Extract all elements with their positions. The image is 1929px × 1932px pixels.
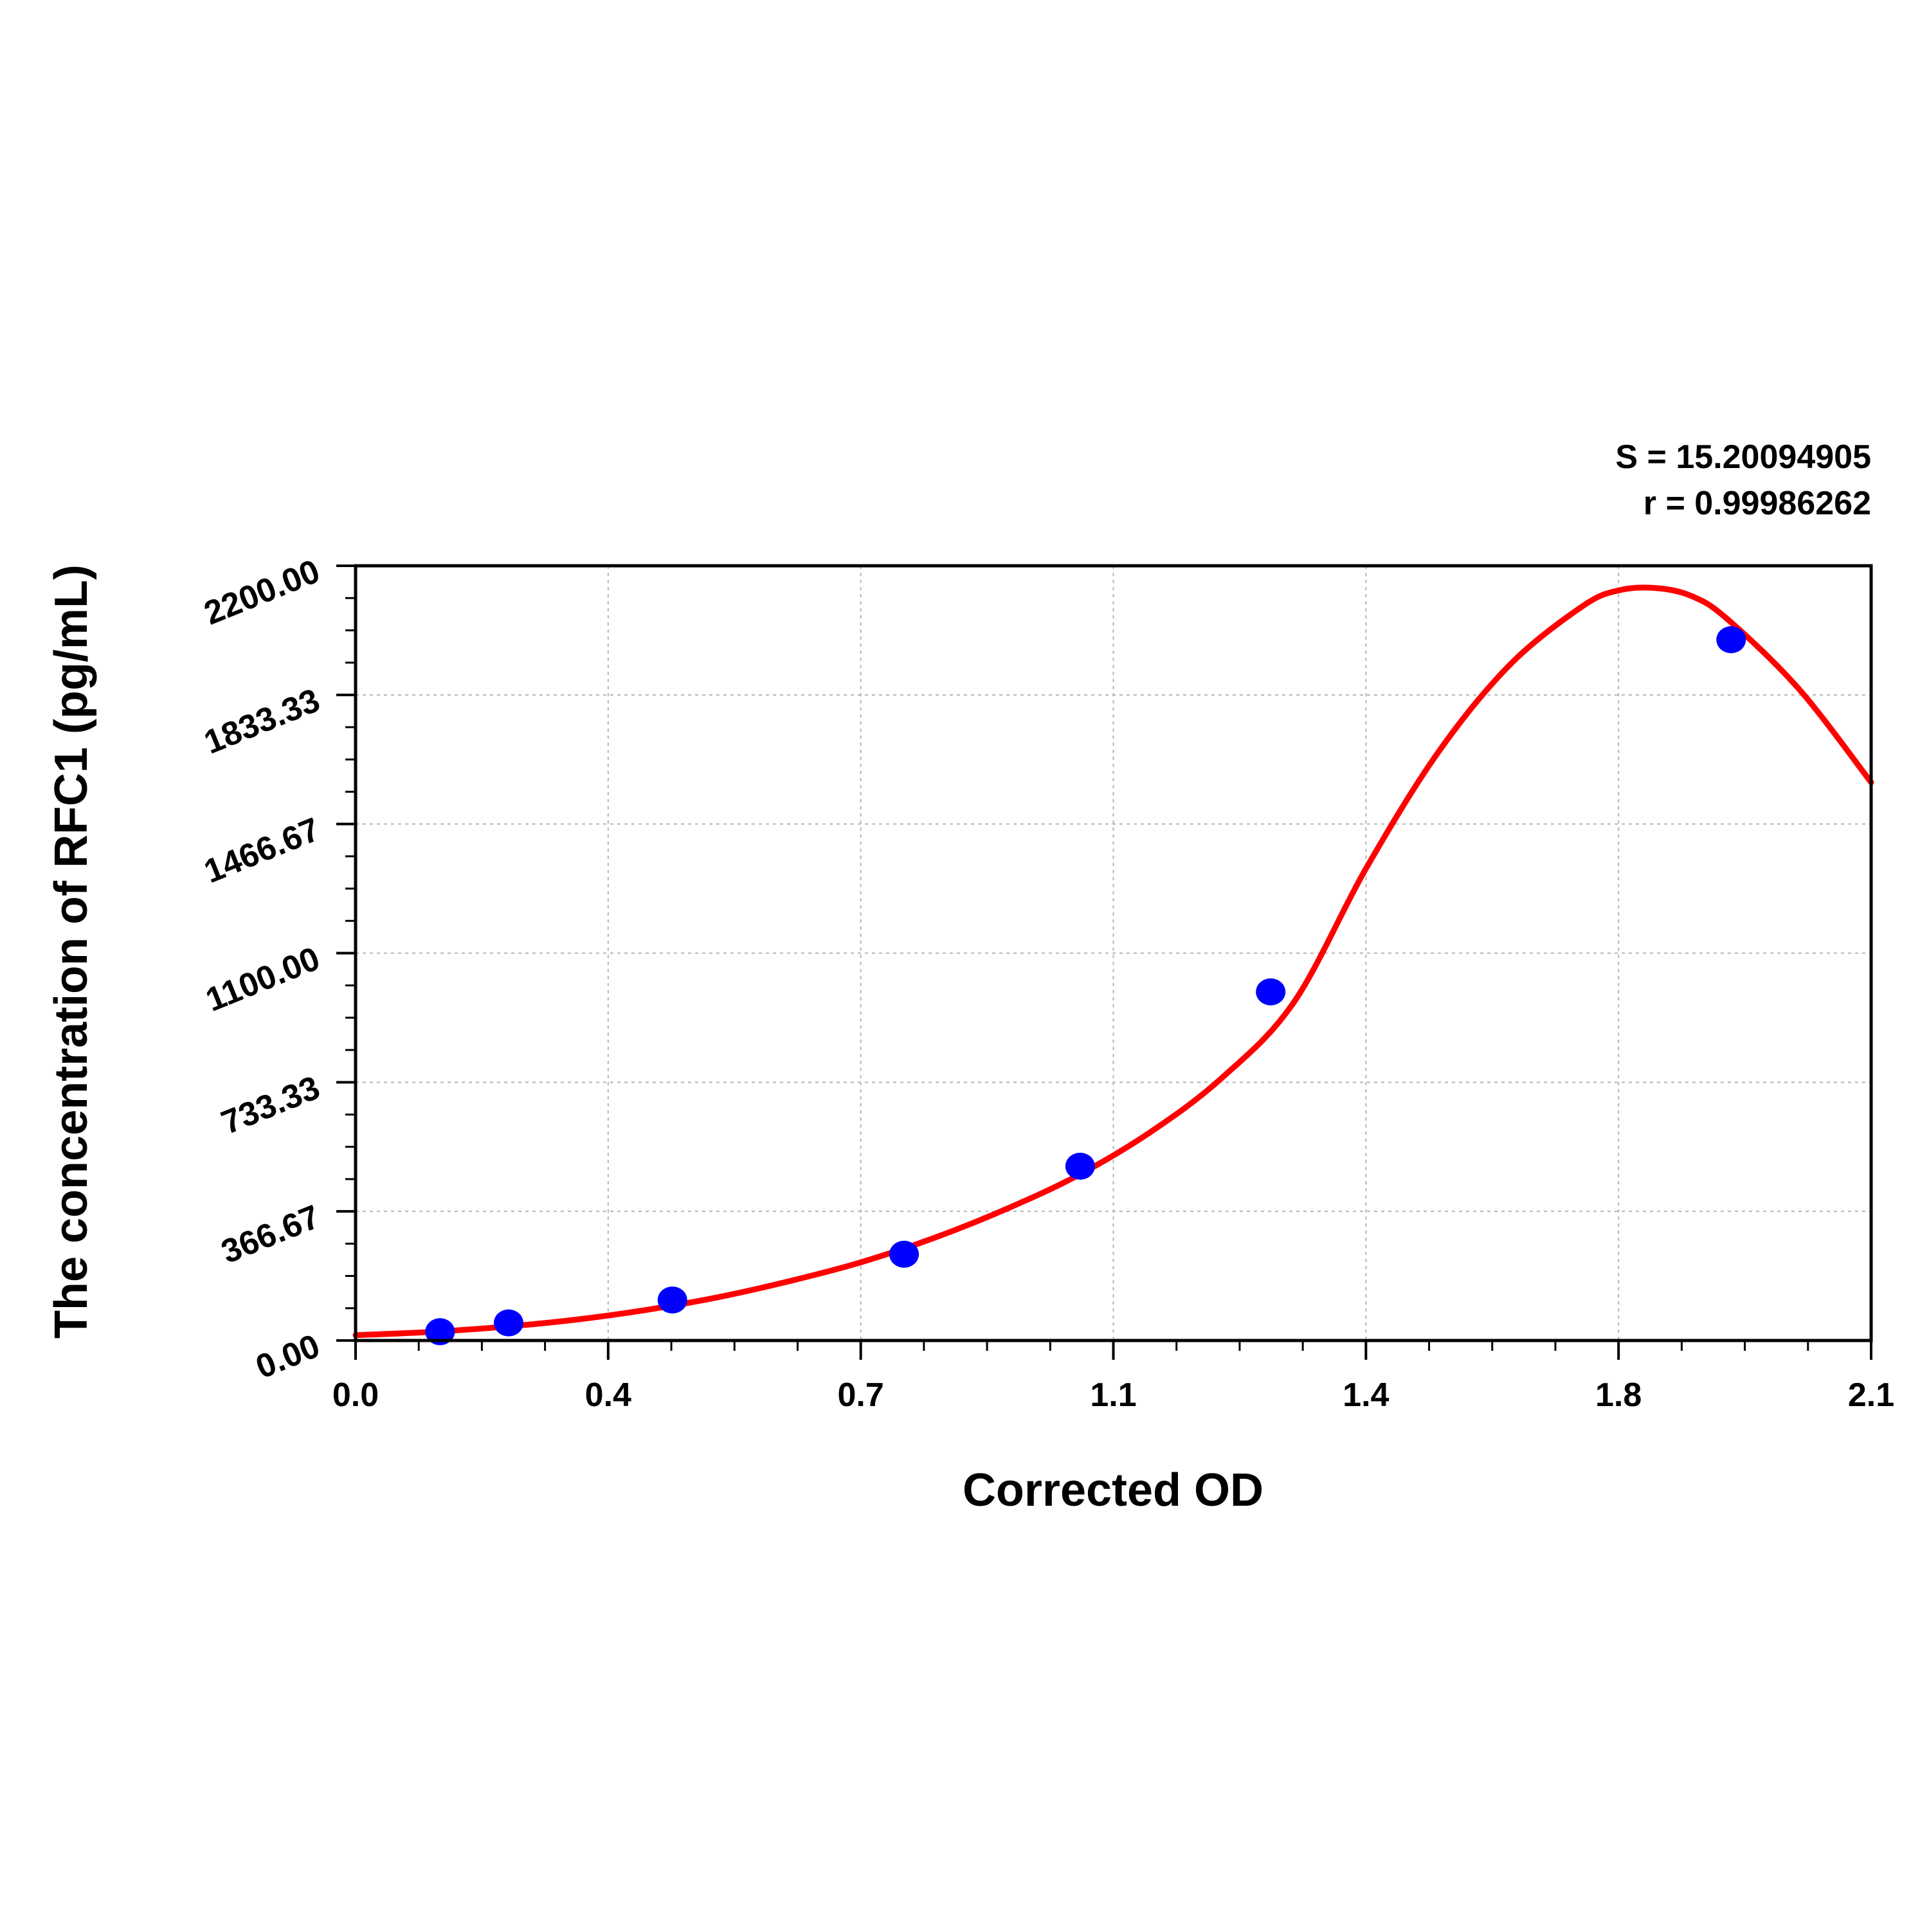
x-tick-label: 1.1 bbox=[1090, 1377, 1136, 1414]
data-point bbox=[657, 1286, 687, 1314]
x-tick-label: 0.7 bbox=[838, 1377, 884, 1414]
y-axis-title: The concentration of RFC1 (pg/mL) bbox=[46, 564, 97, 1339]
x-tick-labels: 0.0 0.4 0.7 1.1 1.4 1.8 2.1 bbox=[332, 1377, 1894, 1414]
data-point bbox=[1256, 978, 1286, 1006]
axis-ticks bbox=[336, 564, 1872, 1360]
data-points-layer bbox=[425, 626, 1746, 1346]
data-point bbox=[1716, 626, 1746, 654]
fitted-curve bbox=[352, 584, 1874, 1339]
data-point bbox=[1065, 1152, 1095, 1180]
x-tick-label: 1.8 bbox=[1595, 1377, 1642, 1414]
annotation-r-value: r = 0.99986262 bbox=[1644, 485, 1871, 522]
annotation-s-value: S = 15.20094905 bbox=[1615, 438, 1871, 476]
data-point bbox=[493, 1309, 523, 1337]
fitted-curve-layer bbox=[352, 584, 1874, 1339]
x-tick-label: 0.4 bbox=[585, 1377, 631, 1414]
plot-frame bbox=[354, 564, 1873, 1342]
grid-lines bbox=[356, 566, 1871, 1341]
x-tick-label: 1.4 bbox=[1343, 1377, 1389, 1414]
x-tick-label: 0.0 bbox=[332, 1377, 379, 1414]
x-axis-title: Corrected OD bbox=[963, 1465, 1263, 1516]
data-point bbox=[425, 1318, 455, 1346]
data-point bbox=[889, 1240, 919, 1268]
x-tick-label: 2.1 bbox=[1848, 1377, 1894, 1414]
